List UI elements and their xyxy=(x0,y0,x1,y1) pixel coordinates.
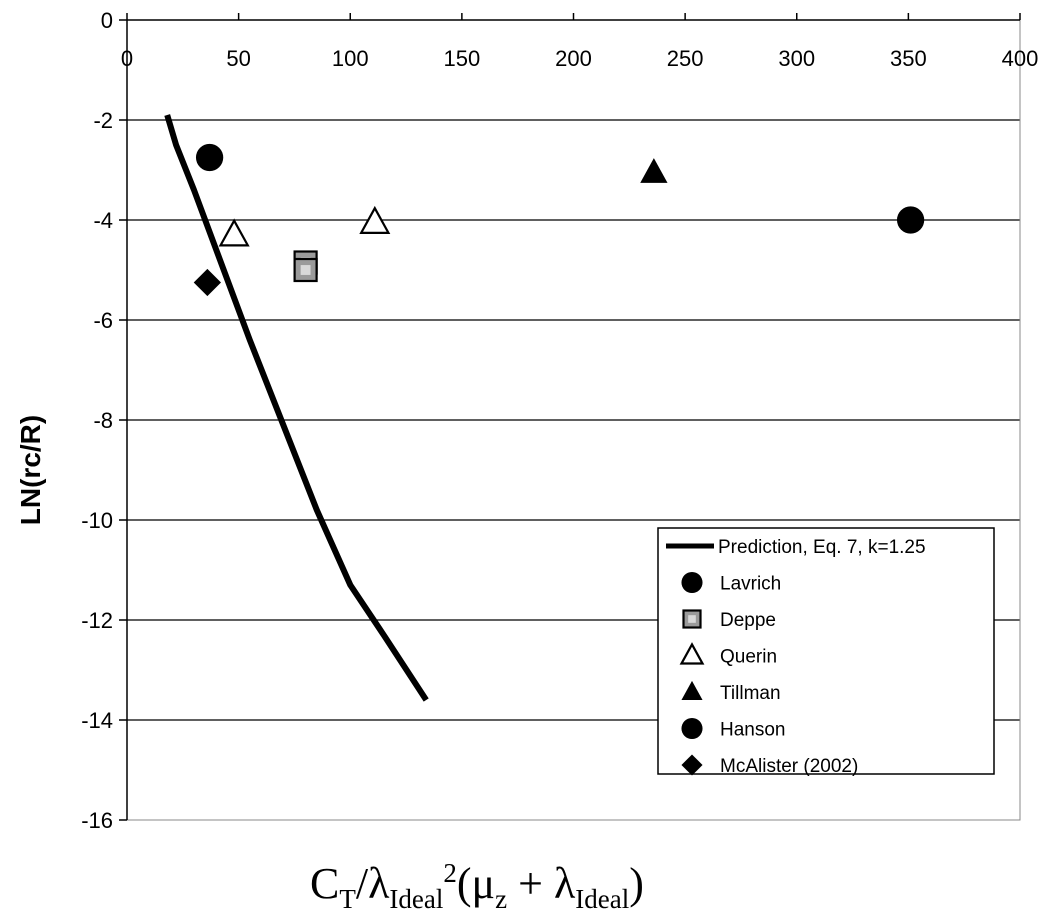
x-tick-label-2: 100 xyxy=(332,46,369,71)
series-4 xyxy=(640,158,668,183)
x-label-slash-lambda: /λ xyxy=(356,859,390,908)
point-2-1 xyxy=(293,257,318,283)
legend-label-6: McAlister (2002) xyxy=(720,756,858,777)
x-label-z-subscript: z xyxy=(495,884,507,912)
y-tick-label-1: -2 xyxy=(93,108,113,133)
legend: Prediction, Eq. 7, k=1.25 Lavrich Deppe Que… xyxy=(657,527,995,777)
y-tick-label-2: -4 xyxy=(93,208,113,233)
series-6 xyxy=(193,268,222,297)
x-tick-label-5: 250 xyxy=(667,46,704,71)
x-label-ideal-subscript-2: Ideal xyxy=(575,884,629,912)
x-axis-label: CT/λIdeal2(μz + λIdeal) xyxy=(310,858,644,912)
y-tick-label-5: -10 xyxy=(81,508,113,533)
series-1 xyxy=(195,143,224,172)
x-tick-label-1: 50 xyxy=(226,46,250,71)
legend-label-2: Deppe xyxy=(720,610,776,631)
series-0 xyxy=(164,114,429,702)
point-6-0 xyxy=(193,268,222,297)
legend-swatch-3 xyxy=(679,642,705,665)
legend-label-0: Prediction, Eq. 7, k=1.25 xyxy=(718,537,926,558)
grid xyxy=(127,119,1020,721)
legend-box xyxy=(657,527,995,775)
legend-label-1: Lavrich xyxy=(720,574,781,595)
legend-swatch-1 xyxy=(681,571,703,594)
axes xyxy=(119,13,1021,821)
legend-swatch-5 xyxy=(681,717,703,740)
x-label-c: C xyxy=(310,859,339,908)
legend-swatch-2 xyxy=(682,609,702,629)
point-4-0 xyxy=(640,158,668,183)
x-tick-label-3: 150 xyxy=(444,46,481,71)
x-label-squared: 2 xyxy=(443,858,457,888)
x-label-ideal-subscript-1: Ideal xyxy=(389,884,443,912)
y-tick-label-8: -16 xyxy=(81,808,113,833)
y-tick-label-6: -12 xyxy=(81,608,113,633)
legend-label-3: Querin xyxy=(720,647,777,668)
point-3-1 xyxy=(359,205,391,234)
x-tick-label-4: 200 xyxy=(555,46,592,71)
y-tick-label-7: -14 xyxy=(81,708,113,733)
x-tick-label-6: 300 xyxy=(778,46,815,71)
series-2 xyxy=(293,250,318,283)
x-label-t-subscript: T xyxy=(339,884,356,912)
series-5 xyxy=(896,206,925,234)
x-label-close: ) xyxy=(629,859,644,908)
series xyxy=(164,114,925,702)
y-tick-label-0: 0 xyxy=(101,8,113,33)
y-tick-label-4: -8 xyxy=(93,408,113,433)
point-3-0 xyxy=(218,218,250,247)
point-2-1-inner xyxy=(300,265,311,275)
series-line-0 xyxy=(164,114,429,702)
tick-labels: 0 -2 -4 -6 -8 -10 -12 -14 -16 0 50 100 150 200 250 300 3… xyxy=(81,8,1038,833)
y-tick-label-3: -6 xyxy=(93,308,113,333)
x-tick-label-7: 350 xyxy=(890,46,927,71)
x-label-plus-lambda: + λ xyxy=(507,859,576,908)
legend-swatch-4 xyxy=(681,680,703,701)
legend-label-5: Hanson xyxy=(720,720,786,741)
series-3 xyxy=(218,205,391,247)
point-5-0 xyxy=(896,206,925,234)
y-axis-label: LN(rc/R) xyxy=(15,415,46,525)
x-tick-label-8: 400 xyxy=(1002,46,1039,71)
x-label-open-mu: (μ xyxy=(457,859,495,908)
x-tick-label-0: 0 xyxy=(121,46,133,71)
legend-swatch-6 xyxy=(681,754,703,776)
legend-label-4: Tillman xyxy=(720,683,781,704)
point-1-0 xyxy=(195,143,224,172)
legend-swatch-2-inner xyxy=(688,615,696,623)
